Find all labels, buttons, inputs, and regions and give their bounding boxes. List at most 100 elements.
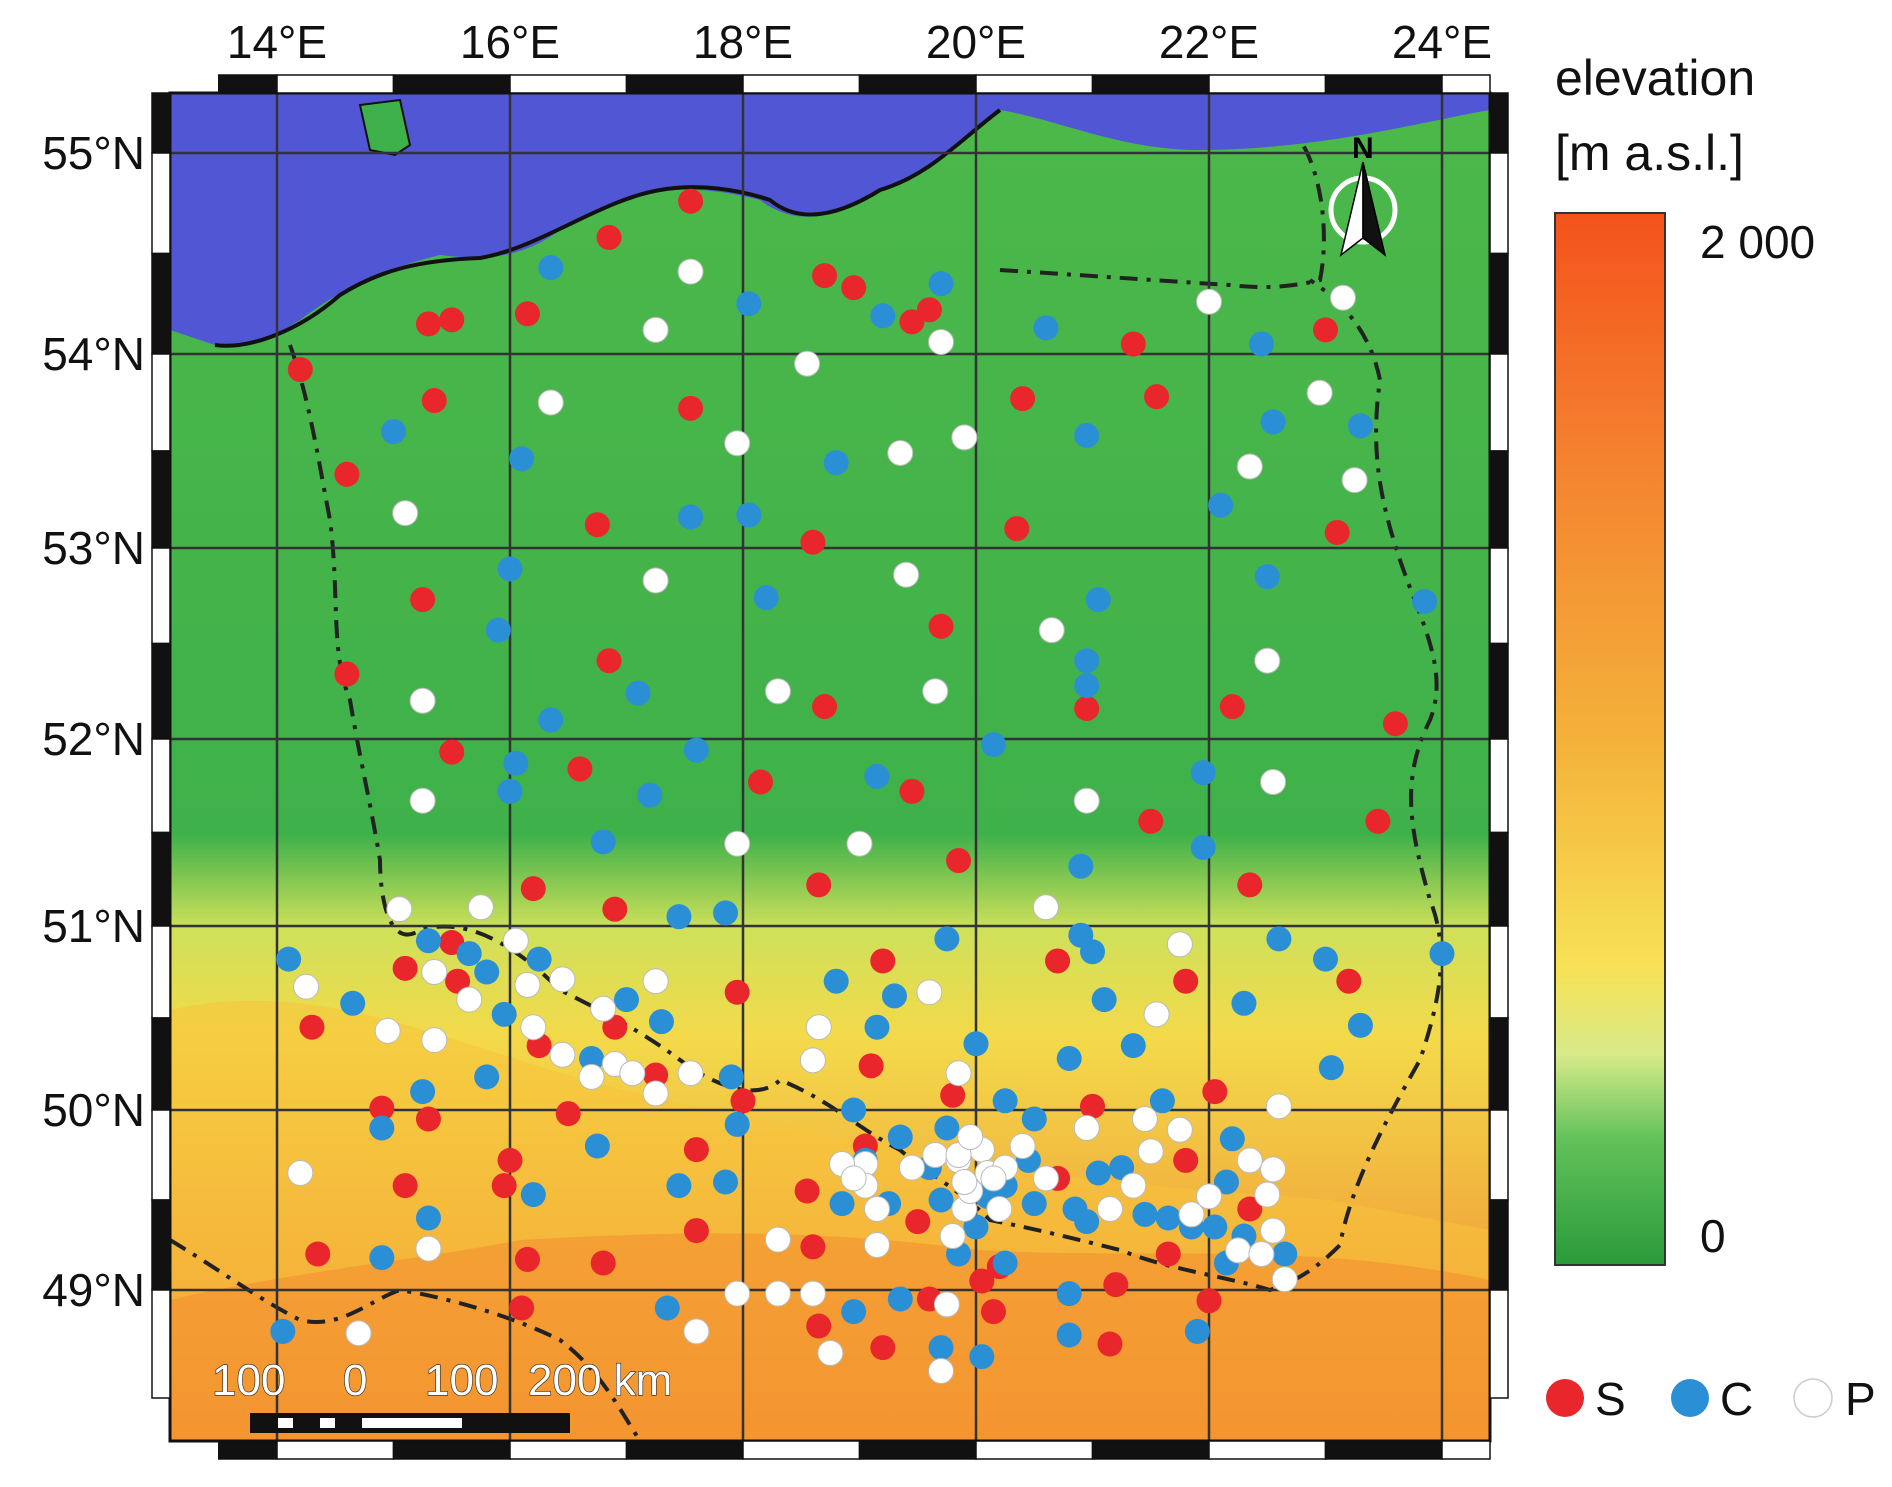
north-arrow-icon: N <box>1328 132 1398 257</box>
station-C-marker <box>1149 1088 1175 1114</box>
frame-bar-right <box>1489 738 1509 834</box>
frame-bar-bottom <box>975 1440 1094 1460</box>
station-P-marker <box>1166 1116 1193 1143</box>
lat-label: 54°N <box>42 328 145 380</box>
colorbar-title-line1: elevation <box>1555 50 1755 106</box>
frame-bar-left <box>151 1199 171 1291</box>
station-P-marker <box>887 439 914 466</box>
frame-bar-top <box>1441 74 1491 94</box>
station-C-marker <box>474 959 500 985</box>
station-C-marker <box>369 1115 395 1141</box>
station-P-marker <box>1178 1201 1205 1228</box>
station-S-marker <box>491 1173 517 1199</box>
station-C-marker <box>1266 926 1292 952</box>
station-P-marker <box>1120 1172 1147 1199</box>
station-C-marker <box>456 941 482 967</box>
station-C-marker <box>678 504 704 530</box>
station-S-marker <box>602 896 628 922</box>
station-P-marker <box>1260 769 1287 796</box>
station-C-marker <box>1318 1055 1344 1081</box>
station-P-marker <box>520 1014 547 1041</box>
station-C-marker <box>381 419 406 445</box>
stations-P-layer <box>287 258 1368 1384</box>
station-P-marker <box>893 561 920 588</box>
station-P-marker <box>1254 1181 1281 1208</box>
station-C-marker <box>584 1133 610 1159</box>
station-P-marker <box>374 1017 401 1044</box>
station-P-marker <box>1032 1165 1059 1192</box>
frame-bar-left <box>151 547 171 645</box>
station-C-marker <box>887 1124 913 1150</box>
station-C-marker <box>1120 1033 1146 1059</box>
station-P-marker <box>1143 1001 1170 1028</box>
station-C-marker <box>1313 946 1338 972</box>
station-P-marker <box>1137 1138 1164 1165</box>
station-C-marker <box>590 829 616 855</box>
station-S-marker <box>812 694 838 720</box>
station-S-marker <box>1219 694 1245 720</box>
station-P-marker <box>415 1235 442 1262</box>
frame-bar-left <box>151 92 171 154</box>
station-P-marker <box>1248 1241 1275 1267</box>
station-P-marker <box>724 1280 751 1307</box>
station-S-marker <box>1004 516 1030 542</box>
station-C-marker <box>614 987 639 1013</box>
station-C-marker <box>683 737 709 763</box>
station-S-marker <box>940 1082 966 1108</box>
station-S-marker <box>969 1268 995 1294</box>
station-C-marker <box>415 1205 441 1231</box>
station-P-marker <box>392 500 419 527</box>
frame-bar-bottom <box>509 1440 628 1460</box>
station-P-marker <box>549 966 576 993</box>
station-S-marker <box>899 309 925 335</box>
frame-bar-left <box>151 450 171 549</box>
station-C-marker <box>1190 834 1216 860</box>
station-C-marker <box>1056 1045 1082 1071</box>
station-S-marker <box>870 948 896 974</box>
station-S-marker <box>305 1241 331 1267</box>
station-C-marker <box>1347 1012 1373 1038</box>
island-bornholm <box>358 98 412 157</box>
station-C-marker <box>538 255 564 281</box>
station-S-marker <box>730 1088 756 1114</box>
station-P-marker <box>1009 1133 1036 1159</box>
station-S-marker <box>946 848 972 874</box>
station-C-marker <box>823 450 849 476</box>
station-P-marker <box>724 430 751 457</box>
frame-bar-bottom <box>1441 1440 1491 1460</box>
station-C-marker <box>654 1295 680 1321</box>
scale-label-100: 100 <box>425 1356 498 1405</box>
station-S-marker <box>1313 317 1338 343</box>
station-S-marker <box>747 769 773 795</box>
station-S-marker <box>928 613 954 639</box>
station-P-marker <box>683 1318 710 1345</box>
station-C-marker <box>864 1014 890 1040</box>
station-C-marker <box>1056 1281 1082 1307</box>
frame-bar-right <box>1489 925 1509 1019</box>
frame-bar-bottom <box>1324 1440 1443 1460</box>
station-C-marker <box>963 1031 989 1057</box>
station-S-marker <box>509 1295 535 1321</box>
frame-bar-top <box>858 74 977 94</box>
frame-bar-top <box>276 74 395 94</box>
station-C-marker <box>270 1318 296 1344</box>
station-P-marker <box>939 1223 966 1249</box>
station-C-marker <box>934 1115 960 1141</box>
station-P-marker <box>898 1154 925 1181</box>
station-P-marker <box>1073 787 1100 814</box>
station-S-marker <box>1074 695 1100 721</box>
station-C-marker <box>841 1097 867 1123</box>
stations-S-layer <box>287 188 1408 1361</box>
station-P-marker <box>863 1232 890 1258</box>
station-C-marker <box>1074 422 1100 448</box>
station-P-marker <box>537 389 564 416</box>
station-C-marker <box>1219 1126 1245 1152</box>
frame-bar-left <box>151 252 171 355</box>
legend-marker-P <box>1793 1378 1833 1418</box>
station-C-marker <box>1021 1191 1047 1217</box>
frame-bar-bottom <box>742 1440 861 1460</box>
station-S-marker <box>683 1218 709 1244</box>
station-C-marker <box>1202 1214 1228 1240</box>
lon-label: 22°E <box>1159 16 1259 68</box>
station-S-marker <box>1173 1147 1199 1173</box>
